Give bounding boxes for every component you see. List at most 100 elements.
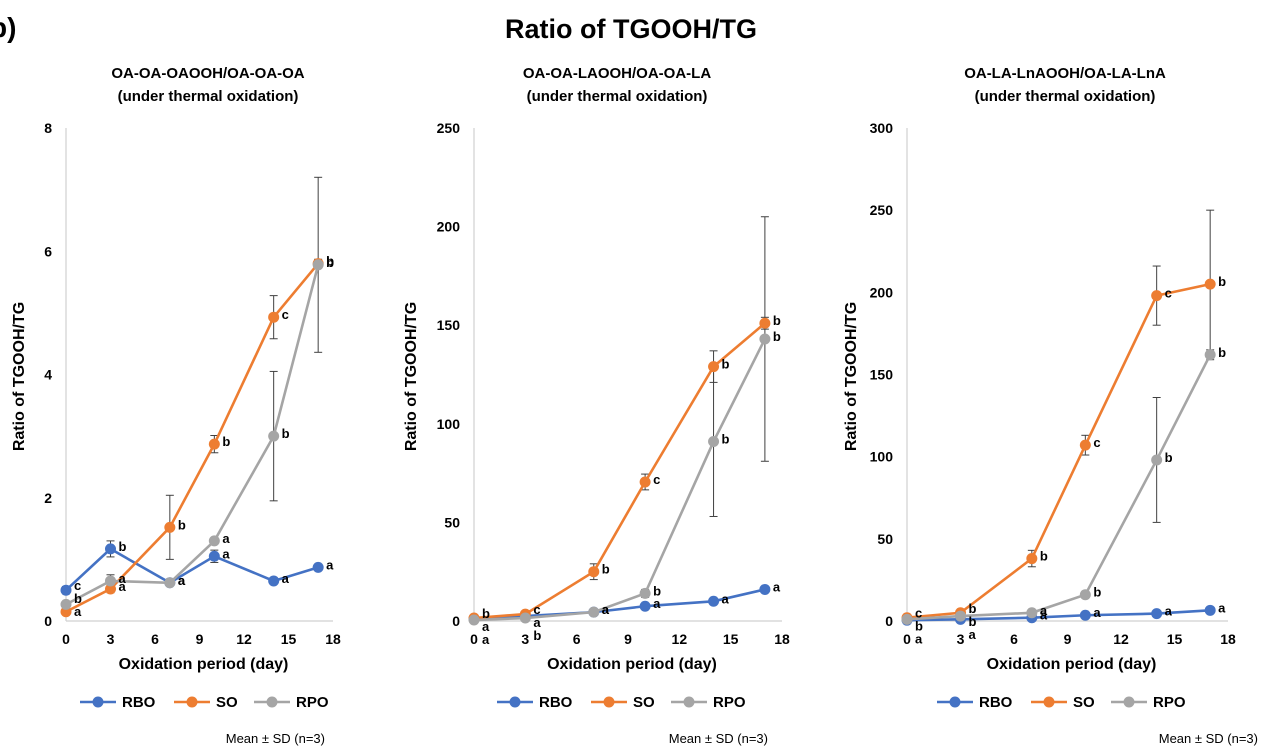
chart3-data-point-rbo bbox=[1205, 605, 1216, 616]
chart3-significance-letter: a bbox=[1093, 605, 1101, 620]
chart1-data-point-rbo bbox=[268, 575, 279, 586]
chart3-y-tick-label: 250 bbox=[870, 202, 894, 218]
chart2-data-point-rpo bbox=[759, 334, 770, 345]
chart1-y-tick-label: 6 bbox=[44, 243, 52, 259]
chart2-significance-letter: c bbox=[653, 472, 660, 487]
chart3-significance-letter: c bbox=[1165, 286, 1172, 301]
chart1-x-tick-label: 0 bbox=[62, 631, 70, 647]
chart3-data-point-rpo bbox=[902, 614, 913, 625]
chart1-data-point-so bbox=[209, 439, 220, 450]
chart3-data-point-rpo bbox=[1026, 607, 1037, 618]
chart2-stats-note: Mean ± SD (n=3) bbox=[669, 731, 768, 746]
chart1-x-tick-label: 9 bbox=[196, 631, 204, 647]
chart1-title: OA-OA-OAOOH/OA-OA-OA bbox=[111, 65, 304, 82]
chart1-legend-marker-rpo bbox=[267, 697, 278, 708]
chart2-significance-letter: b bbox=[773, 313, 781, 328]
chart2-y-tick-label: 150 bbox=[437, 317, 461, 333]
chart3-data-point-so bbox=[1205, 279, 1216, 290]
chart2-legend-label-rbo: RBO bbox=[539, 694, 573, 711]
chart3-y-tick-label: 50 bbox=[877, 531, 893, 547]
chart3-y-tick-label: 300 bbox=[870, 120, 894, 136]
chart3-legend-marker-so bbox=[1044, 697, 1055, 708]
chart1-x-axis-label: Oxidation period (day) bbox=[119, 656, 289, 673]
chart3-x-tick-label: 9 bbox=[1064, 631, 1072, 647]
chart1-data-point-so bbox=[268, 312, 279, 323]
chart3-y-tick-label: 150 bbox=[870, 367, 894, 383]
chart2-significance-letter: b bbox=[482, 606, 490, 621]
chart2-y-tick-label: 250 bbox=[437, 120, 461, 136]
chart2-x-tick-label: 18 bbox=[774, 631, 790, 647]
chart3-significance-letter: a bbox=[1165, 604, 1173, 619]
chart3-significance-letter: b bbox=[1218, 274, 1226, 289]
chart1-data-point-rbo bbox=[105, 543, 116, 554]
chart3-significance-letter: b bbox=[1093, 585, 1101, 600]
chart1-data-point-rbo bbox=[61, 585, 72, 596]
chart2-data-point-so bbox=[640, 476, 651, 487]
chart2-data-point-so bbox=[759, 318, 770, 329]
chart3-significance-letter: b bbox=[1165, 450, 1173, 465]
chart2-legend-label-so: SO bbox=[633, 694, 655, 711]
chart2-significance-letter: b bbox=[722, 357, 730, 372]
chart1-y-axis-label: Ratio of TGOOH/TG bbox=[11, 302, 28, 451]
chart1-legend-marker-rbo bbox=[93, 697, 104, 708]
chart1-legend-label-rbo: RBO bbox=[122, 694, 156, 711]
chart3-x-tick-label: 18 bbox=[1220, 631, 1236, 647]
chart1-data-point-rpo bbox=[105, 575, 116, 586]
chart2-y-tick-label: 0 bbox=[452, 613, 460, 629]
chart3-data-point-rpo bbox=[1080, 589, 1091, 600]
chart3-series-line-rpo bbox=[907, 355, 1210, 620]
chart3-legend-label-rbo: RBO bbox=[979, 694, 1013, 711]
chart3-data-point-so bbox=[1026, 553, 1037, 564]
chart1-significance-letter: b bbox=[282, 426, 290, 441]
chart2-data-point-rbo bbox=[640, 601, 651, 612]
chart2-x-tick-label: 12 bbox=[672, 631, 688, 647]
chart3-significance-letter: c bbox=[1093, 435, 1100, 450]
chart1-significance-letter: b bbox=[119, 539, 127, 554]
chart3-x-tick-label: 15 bbox=[1167, 631, 1183, 647]
chart3-x-tick-label: 6 bbox=[1010, 631, 1018, 647]
chart1-x-tick-label: 12 bbox=[236, 631, 252, 647]
chart3-significance-letter: a bbox=[1040, 603, 1048, 618]
chart2-data-point-rbo bbox=[759, 584, 770, 595]
chart3-data-point-rbo bbox=[1151, 608, 1162, 619]
chart2-significance-letter: a bbox=[602, 602, 610, 617]
chart2-data-point-rbo bbox=[708, 596, 719, 607]
chart2-significance-letter: a bbox=[482, 632, 490, 647]
chart2-x-tick-label: 9 bbox=[624, 631, 632, 647]
chart1-stats-note: Mean ± SD (n=3) bbox=[226, 731, 325, 746]
chart1-data-point-rpo bbox=[313, 259, 324, 270]
chart1-data-point-rpo bbox=[61, 599, 72, 610]
chart1-significance-letter: a bbox=[119, 571, 127, 586]
chart1-subtitle: (under thermal oxidation) bbox=[118, 88, 299, 105]
chart3-legend-label-rpo: RPO bbox=[1153, 694, 1186, 711]
chart1-series-line-so bbox=[66, 264, 318, 612]
chart1-legend-label-so: SO bbox=[216, 694, 238, 711]
chart2-significance-letter: c bbox=[533, 602, 540, 617]
chart1-y-tick-label: 2 bbox=[44, 490, 52, 506]
chart1-data-point-rbo bbox=[313, 562, 324, 573]
chart1-y-tick-label: 4 bbox=[44, 367, 52, 383]
chart2-x-tick-label: 6 bbox=[573, 631, 581, 647]
chart1-y-tick-label: 8 bbox=[44, 120, 52, 136]
chart3-data-point-rpo bbox=[1151, 454, 1162, 465]
chart1-data-point-rpo bbox=[164, 577, 175, 588]
chart2-y-axis-label: Ratio of TGOOH/TG bbox=[403, 302, 420, 451]
chart3-data-point-rpo bbox=[955, 611, 966, 622]
chart1-significance-letter: b bbox=[222, 434, 230, 449]
chart2-significance-letter: b bbox=[533, 628, 541, 643]
chart3-significance-letter: b bbox=[1040, 549, 1048, 564]
chart1-x-tick-label: 15 bbox=[281, 631, 297, 647]
chart2-title: OA-OA-LAOOH/OA-OA-LA bbox=[523, 65, 711, 82]
chart2-legend-marker-so bbox=[604, 697, 615, 708]
chart2-x-tick-label: 3 bbox=[521, 631, 529, 647]
chart2-data-point-rpo bbox=[588, 607, 599, 618]
chart1-x-tick-label: 18 bbox=[325, 631, 341, 647]
chart1-significance-letter: a bbox=[282, 571, 290, 586]
chart2-x-tick-label: 0 bbox=[470, 631, 478, 647]
chart2-y-tick-label: 200 bbox=[437, 219, 461, 235]
chart2-significance-letter: a bbox=[722, 591, 730, 606]
chart3-legend-label-so: SO bbox=[1073, 694, 1095, 711]
chart3-data-point-rpo bbox=[1205, 349, 1216, 360]
chart2-legend-label-rpo: RPO bbox=[713, 694, 746, 711]
chart1-data-point-rbo bbox=[209, 551, 220, 562]
